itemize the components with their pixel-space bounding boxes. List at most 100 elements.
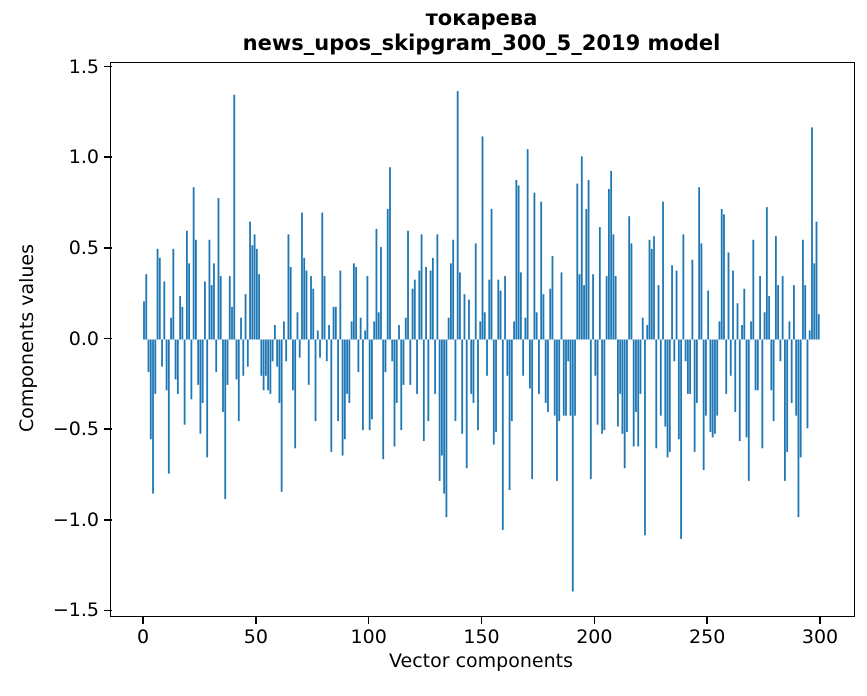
bar <box>761 339 764 449</box>
x-tick-mark <box>706 616 708 624</box>
bar <box>626 339 628 432</box>
bar <box>671 265 673 340</box>
bar <box>463 294 466 340</box>
y-tick-label: −0.5 <box>52 418 99 441</box>
bar <box>793 285 795 340</box>
bar <box>752 239 755 340</box>
bar <box>362 339 364 431</box>
bar <box>389 167 391 340</box>
bar <box>605 276 608 340</box>
bar <box>395 339 398 403</box>
bar <box>574 339 576 416</box>
y-tick-mark <box>104 609 112 612</box>
bar <box>811 127 813 340</box>
bar <box>334 306 337 340</box>
bar <box>565 339 567 416</box>
bar <box>770 339 773 391</box>
bar <box>675 270 678 340</box>
bar <box>217 198 220 340</box>
y-tick-mark <box>104 428 112 430</box>
bar <box>736 303 739 340</box>
bar <box>190 339 193 400</box>
bar <box>508 339 511 490</box>
y-tick-mark <box>104 247 112 249</box>
bar <box>228 276 231 340</box>
bar <box>571 339 574 592</box>
x-tick-mark <box>819 616 821 624</box>
bar <box>246 339 249 367</box>
bar <box>637 339 640 447</box>
bar <box>727 252 730 340</box>
bar <box>156 248 159 340</box>
bar <box>183 339 186 425</box>
bar <box>745 339 748 438</box>
bar <box>714 339 716 434</box>
bar <box>526 149 529 340</box>
bar <box>158 257 161 340</box>
bar <box>693 339 696 452</box>
bar <box>524 317 527 340</box>
bar <box>472 339 475 403</box>
y-tick-mark <box>104 156 112 158</box>
bar <box>718 321 721 340</box>
bar <box>450 263 452 340</box>
bar <box>592 274 594 340</box>
x-tick-label: 50 <box>243 626 268 648</box>
bar <box>271 339 274 362</box>
bar <box>343 339 346 440</box>
bar <box>698 187 701 340</box>
bar <box>393 339 396 447</box>
bar <box>659 339 662 416</box>
bar <box>596 339 599 425</box>
bar <box>416 339 418 394</box>
bar <box>705 339 707 416</box>
bar <box>201 339 204 403</box>
bar <box>312 288 315 340</box>
bar <box>542 294 545 340</box>
x-tick-label: 150 <box>463 626 500 648</box>
bar <box>556 339 558 481</box>
bar <box>553 339 556 416</box>
bar <box>348 339 351 403</box>
bar <box>601 339 604 434</box>
bar <box>644 339 646 536</box>
bar <box>283 321 285 340</box>
bar <box>425 266 427 340</box>
x-tick-mark <box>142 616 144 624</box>
bar <box>420 234 423 340</box>
bar <box>808 330 811 340</box>
bar <box>296 312 299 340</box>
bar <box>657 285 660 340</box>
bar <box>535 312 538 340</box>
x-tick-mark <box>480 616 483 624</box>
bar <box>576 183 579 340</box>
bar <box>614 276 617 340</box>
bar <box>711 339 714 438</box>
bar <box>167 339 170 474</box>
bar <box>655 339 658 449</box>
bar <box>817 314 820 340</box>
bar <box>445 339 448 518</box>
bar <box>298 339 301 358</box>
bar <box>278 339 281 403</box>
bar <box>375 228 378 340</box>
bar <box>330 339 333 452</box>
bar <box>240 317 242 340</box>
bar <box>499 290 502 340</box>
x-tick-label: 100 <box>350 626 387 648</box>
bar <box>418 270 421 340</box>
bar <box>195 239 197 340</box>
bar <box>443 339 446 494</box>
bar <box>179 295 182 340</box>
x-tick-mark <box>255 616 257 624</box>
bar <box>459 272 461 340</box>
bar <box>531 339 534 480</box>
bar <box>204 281 206 340</box>
bar <box>700 243 703 340</box>
bar <box>540 201 543 340</box>
bar <box>398 325 400 340</box>
bar <box>215 339 218 373</box>
plot-area <box>110 62 855 617</box>
bar <box>452 239 455 340</box>
bar <box>262 339 265 391</box>
